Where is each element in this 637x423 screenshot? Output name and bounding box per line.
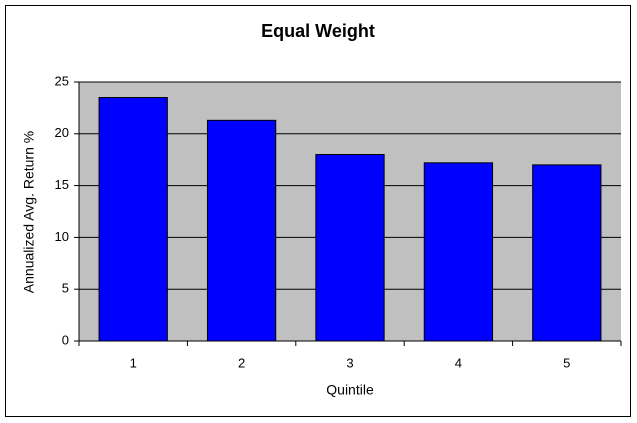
x-tick-label: 1 [130,355,137,370]
y-tick-label: 20 [55,125,69,140]
chart-title: Equal Weight [261,21,375,41]
x-tick-label: 3 [346,355,353,370]
y-tick-label: 5 [62,281,69,296]
y-tick-label: 10 [55,229,69,244]
bar [206,119,277,342]
bar [315,154,385,342]
y-axis-label: Annualized Avg. Return % [21,131,37,293]
x-axis-label: Quintile [326,382,374,398]
y-tick-label: 25 [55,73,69,88]
x-tick-label: 2 [238,355,245,370]
x-tick-label: 5 [563,355,570,370]
bar [423,162,494,342]
bar [98,97,168,342]
x-tick-label: 4 [455,355,462,370]
bar [532,164,602,342]
y-tick-label: 15 [55,177,69,192]
y-tick-label: 0 [62,332,69,347]
